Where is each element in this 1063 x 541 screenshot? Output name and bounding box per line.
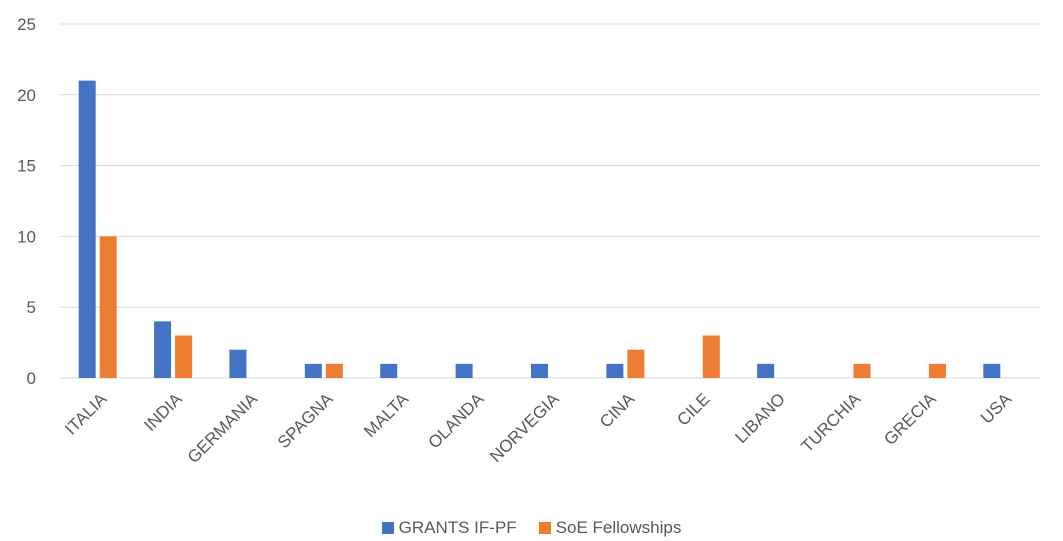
y-tick-label: 20 <box>17 86 36 105</box>
x-tick-label: CILE <box>673 389 713 429</box>
bar-soe-cina <box>627 349 645 378</box>
bar-grants-malta <box>380 363 398 378</box>
y-tick-label: 15 <box>17 157 36 176</box>
y-tick-label: 10 <box>17 227 36 246</box>
x-tick-label: NORVEGIA <box>486 389 563 466</box>
y-tick-label: 25 <box>17 15 36 34</box>
y-tick-label: 0 <box>27 369 36 388</box>
bar-grants-usa <box>983 363 1001 378</box>
x-tick-label: LIBANO <box>731 389 789 447</box>
bar-soe-cile <box>702 335 720 378</box>
bar-soe-india <box>175 335 193 378</box>
y-tick-label: 5 <box>27 298 36 317</box>
bar-grants-germania <box>229 349 247 378</box>
bar-soe-turchia <box>853 363 871 378</box>
legend-item-soe: SoE Fellowships <box>538 518 682 538</box>
legend: GRANTS IF-PF SoE Fellowships <box>0 518 1063 538</box>
bar-grants-norvegia <box>531 363 548 378</box>
bar-grants-italia <box>78 80 96 378</box>
x-tick-label: USA <box>977 389 1016 428</box>
bar-grants-india <box>154 321 172 378</box>
gridlines <box>60 23 1040 379</box>
bar-grants-olanda <box>455 363 473 378</box>
legend-label-soe: SoE Fellowships <box>555 518 682 537</box>
bar-grants-libano <box>757 363 775 378</box>
x-tick-label: GERMANIA <box>184 389 262 467</box>
x-tick-label: GRECIA <box>880 389 940 449</box>
x-tick-label: SPAGNA <box>274 389 337 452</box>
bar-grants-cina <box>606 363 624 378</box>
x-tick-label: ITALIA <box>61 389 111 439</box>
x-tick-label: CINA <box>596 389 639 432</box>
bar-soe-grecia <box>928 363 946 378</box>
legend-swatch-grants <box>381 522 394 534</box>
legend-label-grants: GRANTS IF-PF <box>398 518 517 537</box>
y-axis-ticks: 0 5 10 15 20 25 <box>17 15 36 388</box>
bar-soe-italia <box>99 236 117 378</box>
x-tick-label: TURCHIA <box>798 389 865 456</box>
bar-grants-spagna <box>304 363 322 378</box>
x-tick-label: MALTA <box>360 389 412 441</box>
bars <box>78 80 1001 378</box>
x-tick-label: OLANDA <box>425 389 488 452</box>
legend-swatch-soe <box>538 522 551 534</box>
x-tick-label: INDIA <box>140 389 186 435</box>
legend-item-grants: GRANTS IF-PF <box>381 518 517 538</box>
bar-soe-spagna <box>325 363 343 378</box>
